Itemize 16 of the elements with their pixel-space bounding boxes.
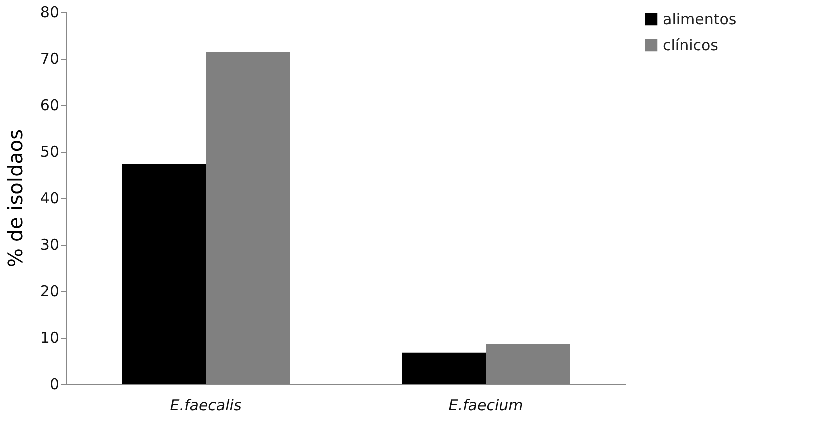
bar [402,352,486,384]
y-axis-title: % de isoldaos [3,129,28,268]
bar [122,164,206,384]
legend-label: alimentos [663,10,737,28]
x-tick-label: E.faecalis [170,396,242,414]
x-tick-label: E.faecium [448,396,524,414]
y-tick-label: 40 [40,190,60,208]
y-tick-label: 10 [40,329,60,347]
legend-label: clínicos [663,36,719,54]
y-tick-label: 0 [50,376,60,394]
y-tick-label: 30 [40,236,60,254]
y-tick-label: 70 [40,50,60,68]
y-tick-label: 50 [40,143,60,161]
y-tick-label: 60 [40,96,60,114]
y-tick-label: 20 [40,282,60,300]
y-tick-label: 80 [40,4,60,22]
